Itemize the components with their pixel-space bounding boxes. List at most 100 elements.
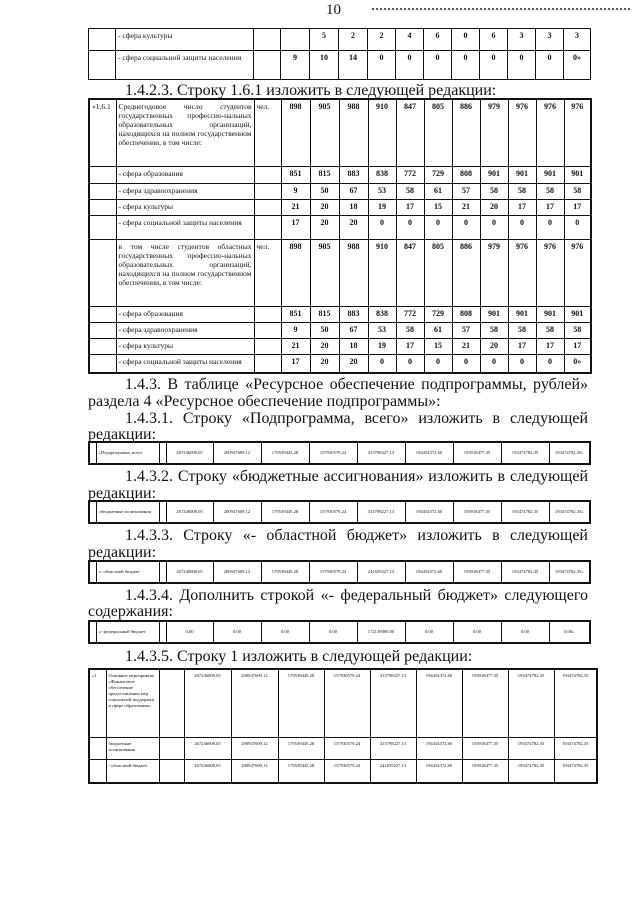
value-cell: 901 xyxy=(563,165,592,184)
row-label: - сфера социальной защиты населения xyxy=(115,50,254,80)
value-cell: 898 xyxy=(280,98,311,167)
value-cell: 193918477,35 xyxy=(461,668,509,738)
value-cell: 58 xyxy=(563,182,592,200)
row-blank xyxy=(158,736,185,760)
value-cell: 157930579,24 xyxy=(308,560,358,584)
row-label: - сфера культуры xyxy=(115,28,254,51)
value-cell: 50 xyxy=(309,182,340,200)
row-label: - сфера социальной защиты населения xyxy=(115,353,255,374)
row-blank xyxy=(158,560,167,584)
value-cell: 729 xyxy=(423,165,453,184)
value-cell: 21 xyxy=(280,198,311,216)
table-row: в том числе студентов областных государс… xyxy=(88,238,592,307)
table-row: - сфера культуры 5 2 2 4 6 0 6 3 3 3 xyxy=(88,28,591,51)
table-row: - сфера здравоохранения 9 50 67 53 58 61 57 58 58… xyxy=(88,321,592,339)
row-unit xyxy=(253,305,282,323)
value-cell: 193918477,35 xyxy=(452,500,502,524)
value-cell: 6 xyxy=(423,28,452,51)
paragraph-1-4-3-3-line1: 1.4.3.3. Строку «- областной бюджет» изл… xyxy=(125,527,588,544)
value-cell: 50 xyxy=(309,321,340,339)
table-row: - сфера образования 851 815 883 838 772 729 808… xyxy=(88,305,592,323)
value-cell: 0,00 xyxy=(260,620,310,644)
value-cell: 18 xyxy=(338,198,369,216)
value-cell: 21 xyxy=(451,198,481,216)
value-cell: 898 xyxy=(280,238,311,307)
value-cell: 20 xyxy=(309,353,340,374)
value-cell: 0» xyxy=(563,50,591,80)
value-cell: 886 xyxy=(451,98,481,167)
value-cell: 61 xyxy=(423,321,453,339)
value-cell: 0 xyxy=(563,214,592,240)
row-label: - сфера образования xyxy=(115,165,255,184)
value-cell: 413798227,13 xyxy=(369,736,417,760)
value-cell: 57 xyxy=(451,182,481,200)
row-number xyxy=(88,620,97,644)
value-cell: 0 xyxy=(535,214,565,240)
paragraph-1-4-2-3: 1.4.2.3. Строку 1.6.1 изложить в следующ… xyxy=(125,82,497,99)
row-number xyxy=(88,305,117,323)
value-cell: 0 xyxy=(451,353,481,374)
row-number xyxy=(88,441,97,465)
value-cell: 847 xyxy=(395,238,425,307)
table-row: - сфера социальной защиты населения 9 10 14… xyxy=(88,50,591,80)
paragraph-1-4-3-3-line2: редакции: xyxy=(88,544,157,561)
value-cell: 3 xyxy=(563,28,591,51)
value-cell: 772 xyxy=(395,165,425,184)
row-number xyxy=(88,736,107,760)
row-label: бюджетные ассигнования xyxy=(105,736,160,760)
value-cell: 10 xyxy=(309,50,339,80)
row-label: «Подпрограмма, всего xyxy=(95,441,160,465)
value-cell: 241659227,13 xyxy=(369,758,417,784)
value-cell: 200947609,12 xyxy=(212,500,262,524)
table-row: «- федеральный бюджет 0,00 0,00 0,00 0,00 172… xyxy=(88,620,591,644)
value-cell: 0 xyxy=(367,50,396,80)
value-cell: 194454372,60 xyxy=(415,736,463,760)
row-unit xyxy=(253,182,282,200)
value-cell: 194454372,60 xyxy=(404,560,454,584)
value-cell: 0,00 xyxy=(404,620,454,644)
value-cell: 61 xyxy=(423,182,453,200)
value-cell: 58 xyxy=(535,321,565,339)
value-cell: 17 xyxy=(507,198,537,216)
value-cell: 976 xyxy=(563,98,592,167)
value-cell: 193474782,35 xyxy=(500,500,550,524)
value-cell: 988 xyxy=(338,98,369,167)
value-cell: 267246008,05 xyxy=(183,758,232,784)
table-row: - сфера социальной защиты населения 17 20 2… xyxy=(88,214,592,240)
row-number xyxy=(88,560,97,584)
value-cell: 18 xyxy=(338,337,369,355)
row-number xyxy=(88,182,117,200)
value-cell: 67 xyxy=(338,182,369,200)
value-cell: 0 xyxy=(507,50,536,80)
value-cell: 838 xyxy=(367,165,397,184)
value-cell: 0 xyxy=(479,214,509,240)
table-row: «бюджетные ассигнования 267246008,05 20094… xyxy=(88,500,591,524)
table-row: - сфера культуры 21 20 18 19 17 15 21 20 17 17 17 xyxy=(88,198,592,216)
value-cell: 901 xyxy=(507,305,537,323)
value-cell: 0 xyxy=(395,353,425,374)
value-cell: 193474782,35 xyxy=(553,736,598,760)
value-cell: 179539445,28 xyxy=(260,441,310,465)
row-unit xyxy=(253,28,281,51)
row-label: «бюджетные ассигнования xyxy=(95,500,160,524)
value-cell: 0» xyxy=(563,353,592,374)
value-cell: 193918477,35 xyxy=(461,736,509,760)
value-cell: 179539445,28 xyxy=(260,560,310,584)
value-cell: 3 xyxy=(535,28,564,51)
value-cell: 193474782,35 xyxy=(500,441,550,465)
value-cell: 0,00 xyxy=(452,620,502,644)
value-cell: 58 xyxy=(507,182,537,200)
table-row: бюджетные ассигнования 267246008,05 200947… xyxy=(88,736,598,760)
row-label: в том числе студентов областных государс… xyxy=(115,238,255,307)
value-cell: 57 xyxy=(451,321,481,339)
value-cell: 9 xyxy=(280,50,310,80)
page-number: 10 xyxy=(326,2,341,18)
table-row: - сфера здравоохранения 9 50 67 53 58 61 57 58 58… xyxy=(88,182,592,200)
value-cell: 0 xyxy=(535,50,564,80)
value-cell: 815 xyxy=(309,305,340,323)
value-cell: 193474782,35 xyxy=(507,758,555,784)
value-cell: 5 xyxy=(309,28,339,51)
value-cell: 200947609,12 xyxy=(230,736,279,760)
row-unit xyxy=(253,214,282,240)
value-cell: 14 xyxy=(338,50,368,80)
